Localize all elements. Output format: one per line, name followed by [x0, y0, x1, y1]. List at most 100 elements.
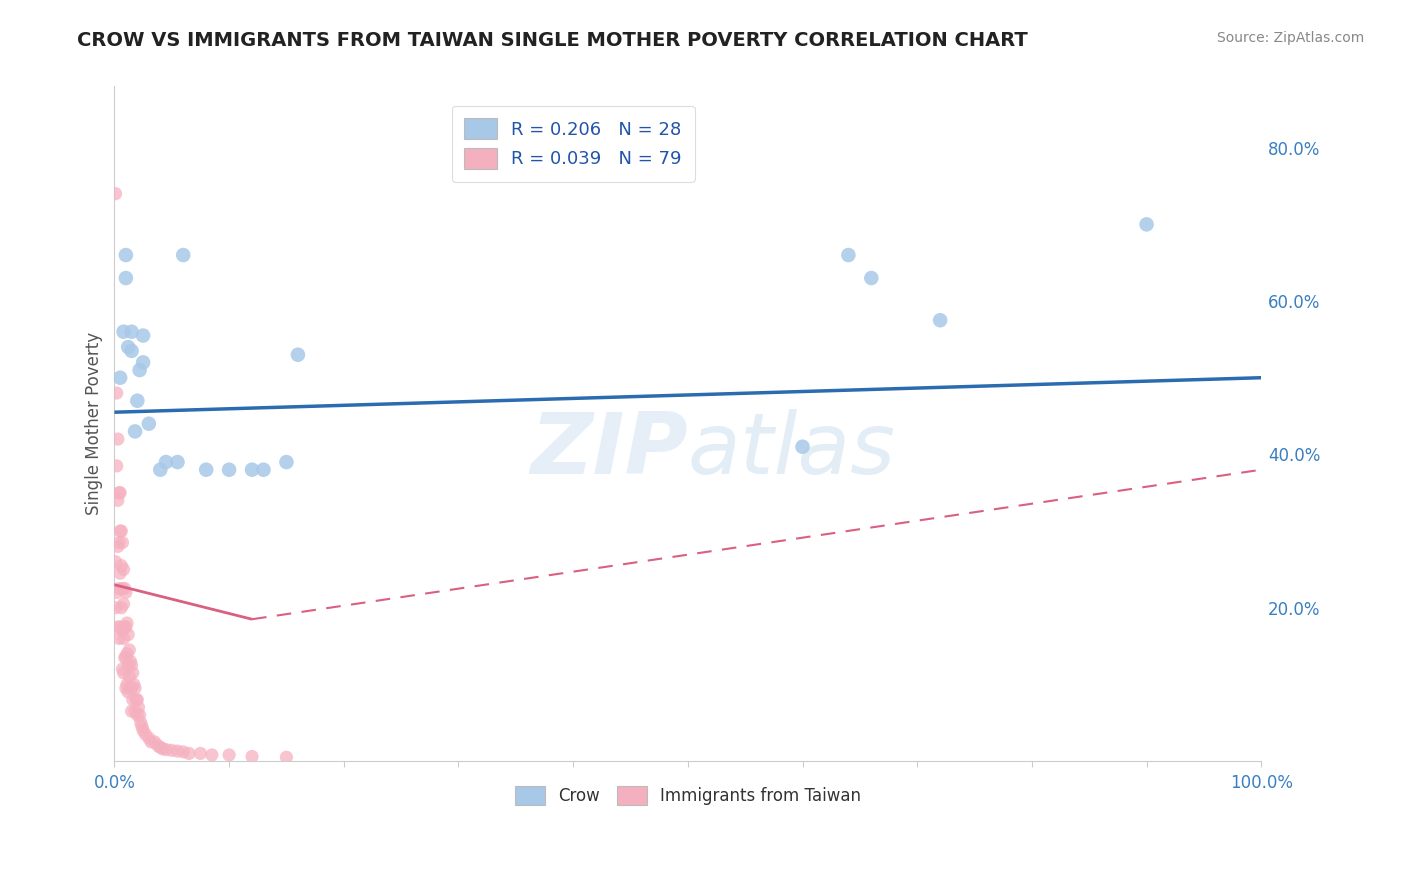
Point [115, 585, 138, 599]
Point [107, 432, 129, 446]
Point [108, 632, 131, 646]
Point [104, 555, 127, 569]
Point [172, 248, 194, 262]
Text: ZIP: ZIP [530, 409, 688, 492]
Point [792, 440, 814, 454]
Point [276, 750, 298, 764]
Point [177, 747, 200, 761]
Point [108, 485, 131, 500]
Point [111, 662, 134, 676]
Point [104, 600, 127, 615]
Point [111, 624, 134, 638]
Point [127, 708, 149, 723]
Point [134, 727, 156, 741]
Point [115, 271, 138, 285]
Point [124, 425, 146, 439]
Point [117, 658, 139, 673]
Point [124, 681, 146, 696]
Point [138, 731, 160, 745]
Text: CROW VS IMMIGRANTS FROM TAIWAN SINGLE MOTHER POVERTY CORRELATION CHART: CROW VS IMMIGRANTS FROM TAIWAN SINGLE MO… [77, 31, 1028, 50]
Point [155, 455, 177, 469]
Point [117, 627, 139, 641]
Legend: Crow, Immigrants from Taiwan: Crow, Immigrants from Taiwan [506, 778, 869, 814]
Point [860, 271, 883, 285]
Point [138, 417, 160, 431]
Point [124, 704, 146, 718]
Point [112, 562, 135, 576]
Point [166, 455, 188, 469]
Point [115, 647, 138, 661]
Point [115, 620, 138, 634]
Text: Source: ZipAtlas.com: Source: ZipAtlas.com [1216, 31, 1364, 45]
Point [108, 535, 131, 549]
Point [129, 715, 152, 730]
Point [128, 708, 150, 723]
Point [121, 325, 143, 339]
Point [218, 747, 240, 762]
Point [111, 535, 134, 549]
Text: atlas: atlas [688, 409, 896, 492]
Point [190, 747, 212, 761]
Point [121, 681, 143, 696]
Point [108, 485, 131, 500]
Point [131, 720, 153, 734]
Point [112, 665, 135, 680]
Point [112, 597, 135, 611]
Point [120, 654, 142, 668]
Point [146, 739, 169, 753]
Point [117, 685, 139, 699]
Point [117, 340, 139, 354]
Point [110, 524, 132, 538]
Point [143, 735, 166, 749]
Point [218, 463, 240, 477]
Point [132, 328, 155, 343]
Point [152, 741, 174, 756]
Point [108, 582, 131, 596]
Point [929, 313, 952, 327]
Point [1135, 218, 1157, 232]
Point [118, 670, 141, 684]
Point [287, 348, 309, 362]
Point [108, 620, 131, 634]
Point [121, 343, 143, 358]
Point [121, 658, 143, 673]
Point [128, 700, 150, 714]
Point [115, 677, 138, 691]
Point [252, 463, 274, 477]
Point [127, 393, 149, 408]
Point [111, 582, 134, 596]
Point [110, 558, 132, 573]
Point [112, 632, 135, 646]
Point [105, 386, 128, 401]
Point [139, 735, 162, 749]
Point [118, 643, 141, 657]
Point [107, 493, 129, 508]
Point [115, 650, 138, 665]
Point [155, 742, 177, 756]
Point [108, 524, 131, 538]
Y-axis label: Single Mother Poverty: Single Mother Poverty [86, 332, 103, 516]
Point [201, 747, 224, 762]
Point [110, 600, 132, 615]
Point [149, 463, 172, 477]
Point [107, 620, 129, 634]
Point [127, 692, 149, 706]
Point [125, 692, 148, 706]
Point [837, 248, 859, 262]
Point [276, 455, 298, 469]
Point [160, 743, 183, 757]
Point [240, 463, 263, 477]
Point [112, 325, 135, 339]
Point [114, 582, 136, 596]
Point [195, 463, 218, 477]
Point [240, 749, 263, 764]
Point [149, 740, 172, 755]
Point [121, 704, 143, 718]
Point [120, 681, 142, 696]
Point [114, 620, 136, 634]
Point [104, 186, 127, 201]
Point [122, 677, 145, 691]
Point [114, 650, 136, 665]
Point [132, 723, 155, 738]
Point [121, 665, 143, 680]
